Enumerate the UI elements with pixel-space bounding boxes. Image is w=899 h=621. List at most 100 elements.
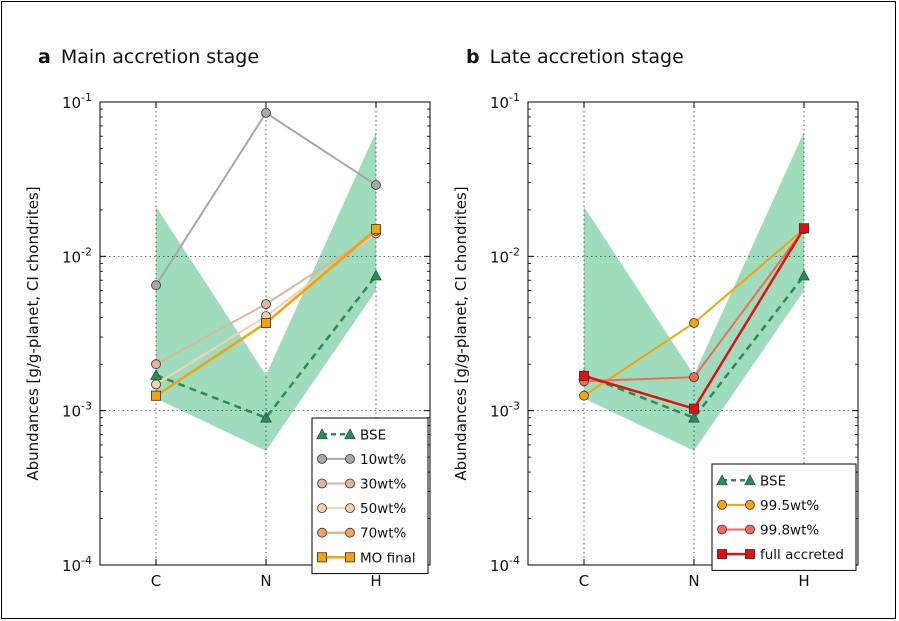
data-point bbox=[579, 390, 589, 401]
series-10wt- bbox=[151, 107, 381, 291]
plot-area-frame bbox=[99, 101, 431, 566]
series-line bbox=[155, 274, 377, 419]
data-point bbox=[151, 359, 161, 370]
legend-entry: BSE bbox=[716, 473, 786, 489]
legend-marker bbox=[317, 453, 327, 464]
legend-entry: full accreted bbox=[717, 547, 844, 563]
legend-marker bbox=[745, 499, 755, 510]
x-tick-label: H bbox=[370, 572, 381, 590]
data-point bbox=[151, 379, 161, 390]
tick-exponent: -1 bbox=[509, 91, 520, 104]
data-point bbox=[150, 390, 161, 401]
data-point bbox=[261, 299, 271, 310]
legend-entry: 30wt% bbox=[317, 477, 407, 493]
series-line bbox=[583, 274, 805, 419]
legend-box bbox=[711, 463, 857, 571]
data-point bbox=[688, 411, 700, 423]
legend-marker bbox=[317, 478, 327, 489]
tick-exponent: -1 bbox=[81, 91, 92, 104]
legend-entry: BSE bbox=[316, 427, 386, 443]
panel-title: a Main accretion stage bbox=[38, 46, 259, 68]
bse-range-band bbox=[156, 131, 376, 451]
y-tick-label: 10-3 bbox=[62, 400, 92, 421]
legend-marker bbox=[344, 552, 355, 563]
data-point bbox=[799, 223, 810, 234]
legend-entry: 99.5wt% bbox=[717, 498, 819, 514]
tick-exponent: -4 bbox=[509, 554, 520, 567]
tick-base: 10 bbox=[490, 403, 509, 421]
tick-exponent: -2 bbox=[509, 245, 520, 258]
data-point bbox=[579, 370, 590, 381]
data-point bbox=[689, 318, 699, 328]
legend-label: MO final bbox=[360, 550, 416, 566]
x-tick-label: N bbox=[688, 572, 699, 590]
legend-marker bbox=[345, 453, 355, 464]
y-tick-label: 10-2 bbox=[490, 245, 520, 266]
series-full-accreted bbox=[579, 223, 810, 414]
legend-marker bbox=[316, 552, 327, 563]
panel-title: b Late accretion stage bbox=[466, 46, 684, 68]
legend-marker bbox=[717, 499, 727, 510]
legend-marker bbox=[345, 503, 355, 514]
tick-exponent: -4 bbox=[81, 554, 92, 567]
tick-exponent: -3 bbox=[509, 400, 520, 413]
legend-entry: 50wt% bbox=[317, 501, 407, 517]
legend-label: BSE bbox=[760, 473, 786, 489]
legend-label: 30wt% bbox=[360, 477, 407, 493]
data-point bbox=[261, 107, 271, 118]
y-tick-label: 10-4 bbox=[490, 554, 520, 575]
panel-title-text: Late accretion stage bbox=[490, 46, 684, 68]
panel-title-text: Main accretion stage bbox=[61, 46, 259, 68]
data-point bbox=[260, 317, 271, 328]
data-point bbox=[689, 372, 699, 383]
legend-label: full accreted bbox=[760, 547, 844, 563]
tick-exponent: -3 bbox=[81, 400, 92, 413]
legend-marker bbox=[745, 549, 756, 560]
legend-label: 70wt% bbox=[360, 526, 407, 542]
y-tick-label: 10-1 bbox=[62, 91, 92, 112]
bse-range-band bbox=[584, 131, 804, 451]
legend-marker bbox=[745, 524, 755, 535]
legend-marker bbox=[316, 428, 328, 440]
legend-marker bbox=[317, 503, 327, 514]
y-axis-label: Abundances [g/g-planet, CI chondrites] bbox=[24, 186, 42, 480]
legend-entry: 70wt% bbox=[317, 526, 407, 542]
series-mo-final bbox=[150, 224, 381, 401]
legend-entry: 10wt% bbox=[317, 452, 407, 468]
y-tick-label: 10-2 bbox=[62, 245, 92, 266]
data-point bbox=[689, 403, 700, 414]
legend-marker bbox=[744, 474, 756, 486]
tick-base: 10 bbox=[62, 248, 81, 266]
y-axis-label: Abundances [g/g-planet, CI chondrites] bbox=[452, 186, 470, 480]
legend-label: 50wt% bbox=[360, 501, 407, 517]
data-point bbox=[371, 180, 381, 190]
tick-base: 10 bbox=[62, 94, 81, 112]
tick-base: 10 bbox=[62, 403, 81, 421]
legend: BSE 99.5wt% 99.8wt% full accreted bbox=[711, 463, 857, 571]
legend-label: 99.5wt% bbox=[760, 498, 819, 514]
legend-marker bbox=[345, 527, 355, 538]
tick-base: 10 bbox=[62, 557, 81, 575]
data-point bbox=[151, 280, 161, 291]
legend-entry: MO final bbox=[316, 550, 416, 566]
legend-label: 99.8wt% bbox=[760, 523, 819, 539]
series-bse bbox=[150, 269, 382, 423]
x-tick-label: C bbox=[579, 572, 589, 590]
legend-marker bbox=[716, 474, 728, 486]
legend-marker bbox=[344, 428, 356, 440]
data-point bbox=[370, 269, 382, 281]
legend-marker bbox=[317, 527, 327, 538]
legend-entry: 99.8wt% bbox=[717, 523, 819, 539]
data-point bbox=[370, 224, 381, 235]
legend-label: 10wt% bbox=[360, 452, 407, 468]
legend: BSE 10wt% 30wt% 50wt% 70wt% MO final bbox=[311, 417, 429, 575]
y-tick-label: 10-4 bbox=[62, 554, 92, 575]
legend-marker bbox=[345, 478, 355, 489]
legend-marker bbox=[717, 549, 728, 560]
legend-marker bbox=[717, 524, 727, 535]
plot-area-frame bbox=[527, 101, 859, 566]
